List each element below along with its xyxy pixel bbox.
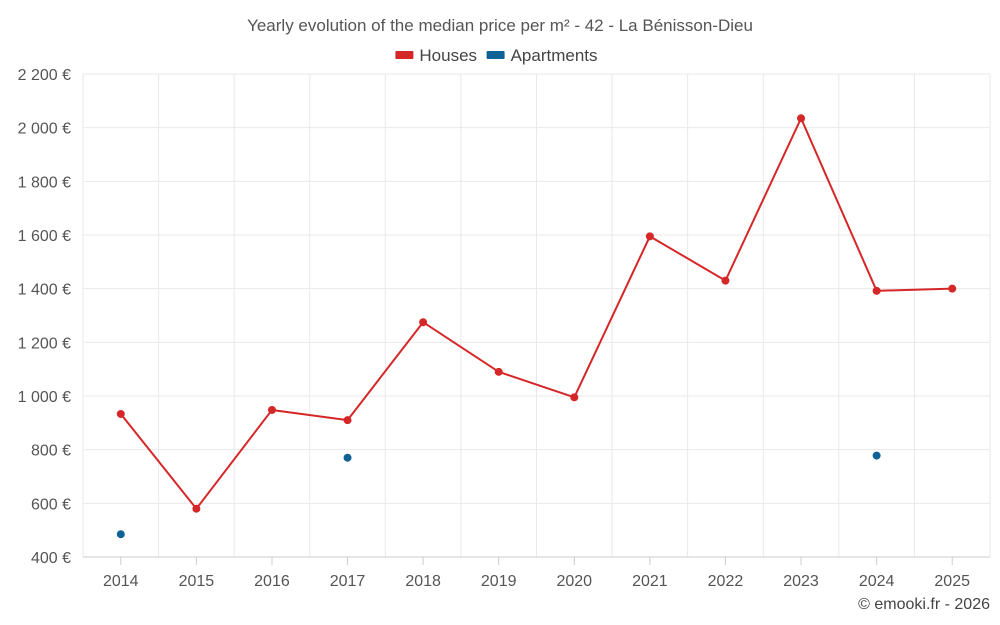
x-tick-label: 2025 — [934, 573, 970, 590]
x-tick-label: 2018 — [405, 573, 441, 590]
data-point-apartments-2024 — [872, 451, 881, 460]
data-point-houses-2025 — [948, 284, 957, 293]
data-point-houses-2017 — [343, 416, 352, 425]
legend-swatch-apartments — [486, 51, 505, 59]
x-tick-label: 2015 — [179, 573, 215, 590]
x-tick-label: 2024 — [859, 573, 895, 590]
x-tick-label: 2021 — [632, 573, 668, 590]
data-point-houses-2024 — [872, 286, 881, 295]
x-tick-label: 2014 — [103, 573, 139, 590]
legend-swatch-houses — [395, 51, 414, 59]
y-tick-label: 1 600 € — [18, 228, 71, 245]
data-point-houses-2021 — [645, 232, 654, 241]
data-point-houses-2016 — [267, 405, 276, 414]
x-tick-label: 2022 — [708, 573, 744, 590]
data-point-houses-2020 — [570, 393, 579, 402]
x-tick-label: 2020 — [556, 573, 592, 590]
x-tick-label: 2023 — [783, 573, 819, 590]
y-tick-label: 1 400 € — [18, 282, 71, 299]
y-tick-label: 400 € — [31, 550, 71, 567]
x-axis: 2014 2015 2016 2017 2018 2019 2020 2021 2022 2023… — [83, 556, 990, 590]
chart-title: Yearly evolution of the median price per… — [247, 16, 753, 35]
data-point-houses-2023 — [797, 114, 806, 123]
data-point-houses-2022 — [721, 276, 730, 285]
data-point-houses-2019 — [494, 367, 503, 376]
y-tick-label: 600 € — [31, 496, 71, 513]
data-point-houses-2014 — [116, 409, 125, 418]
y-tick-label: 1 800 € — [18, 174, 71, 191]
legend-label-apartments: Apartments — [511, 46, 598, 65]
data-point-apartments-2014 — [116, 530, 125, 539]
grid — [82, 73, 991, 557]
y-tick-label: 2 000 € — [18, 121, 71, 138]
y-tick-label: 800 € — [31, 443, 71, 460]
credit-text: © emooki.fr - 2026 — [858, 596, 990, 613]
data-point-houses-2015 — [192, 504, 201, 513]
legend-label-houses: Houses — [419, 46, 477, 65]
y-tick-label: 2 200 € — [18, 67, 71, 84]
x-tick-label: 2017 — [330, 573, 366, 590]
x-tick-label: 2016 — [254, 573, 290, 590]
legend: Houses Apartments — [395, 46, 598, 65]
data-point-houses-2018 — [419, 318, 428, 327]
y-tick-label: 1 200 € — [18, 335, 71, 352]
data-point-apartments-2017 — [343, 453, 352, 462]
series-group — [116, 114, 957, 539]
y-tick-label: 1 000 € — [18, 389, 71, 406]
series-line-houses — [120, 117, 953, 510]
y-axis: 400 € 600 € 800 € 1 000 € 1 200 € 1 400 € 1 60… — [18, 67, 71, 567]
x-tick-label: 2019 — [481, 573, 517, 590]
